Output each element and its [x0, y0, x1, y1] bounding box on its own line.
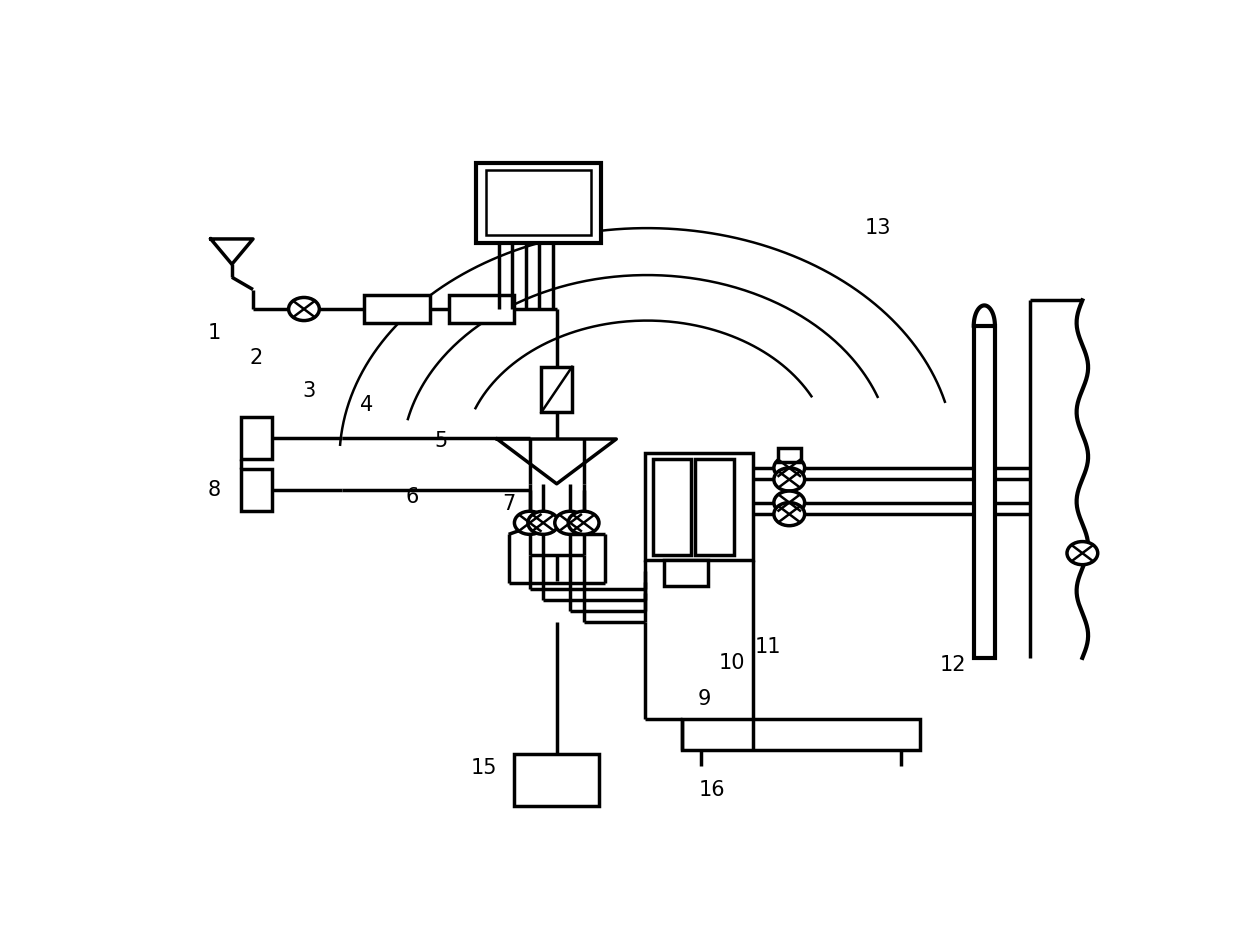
Text: 13: 13 [864, 219, 890, 238]
Circle shape [774, 457, 805, 479]
Text: 2: 2 [249, 348, 263, 368]
Circle shape [528, 511, 558, 535]
Circle shape [568, 511, 599, 535]
Bar [973, 325, 994, 658]
Bar [652, 460, 691, 554]
Text: 8: 8 [208, 479, 221, 500]
Text: 7: 7 [502, 494, 516, 514]
Text: 14: 14 [547, 176, 574, 196]
Text: 12: 12 [940, 655, 966, 675]
Text: 15: 15 [470, 758, 497, 779]
Bar [542, 367, 572, 413]
Text: 16: 16 [699, 780, 725, 800]
Text: 3: 3 [303, 381, 315, 401]
Bar [449, 295, 515, 324]
Circle shape [774, 491, 805, 514]
Text: 4: 4 [360, 395, 373, 416]
Bar [476, 163, 601, 243]
Circle shape [515, 511, 546, 535]
Circle shape [554, 511, 585, 535]
Bar [777, 447, 801, 462]
Text: 6: 6 [405, 487, 419, 507]
Circle shape [774, 468, 805, 491]
Bar [515, 754, 599, 806]
Text: 9: 9 [698, 689, 712, 709]
Bar [665, 560, 708, 585]
Bar [696, 460, 734, 554]
Bar [682, 719, 920, 749]
Bar [486, 171, 591, 235]
Bar [242, 417, 273, 460]
Text: 10: 10 [718, 653, 745, 673]
Bar [242, 469, 273, 511]
Text: 1: 1 [208, 323, 221, 343]
Bar [645, 453, 753, 560]
Circle shape [1066, 541, 1097, 565]
Circle shape [774, 503, 805, 525]
Text: 11: 11 [755, 637, 781, 657]
Circle shape [289, 297, 320, 321]
Bar [365, 295, 430, 324]
Text: 5: 5 [435, 431, 448, 451]
